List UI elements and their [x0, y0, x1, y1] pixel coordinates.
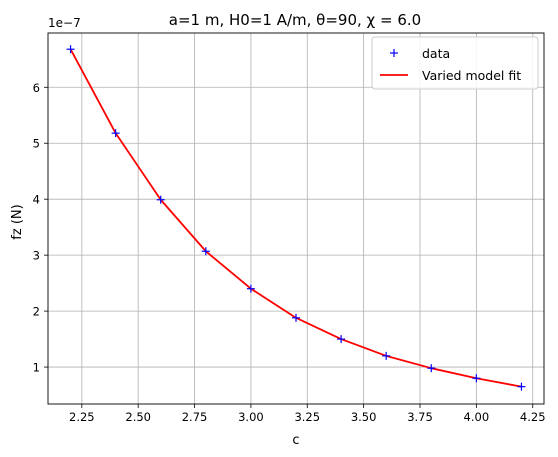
y-axis-offset-label: 1e−7: [48, 16, 81, 30]
axis-ticks: 2.25 2.50 2.75 3.00 3.25 3.50 3.75 4.00 4.25 1 2 3 4…: [33, 81, 546, 424]
y-tick-label: 5: [33, 137, 40, 151]
data-point: [111, 129, 120, 138]
data-point: [246, 284, 255, 293]
legend: data Varied model fit: [371, 36, 539, 90]
data-point: [517, 382, 526, 391]
y-tick-label: 4: [33, 193, 40, 207]
y-tick-label: 2: [33, 305, 40, 319]
y-tick-label: 6: [33, 81, 40, 95]
x-tick-label: 3.50: [351, 410, 377, 424]
x-tick-label: 2.50: [125, 410, 151, 424]
series-layer: [66, 45, 526, 391]
data-point: [201, 247, 210, 256]
x-axis-label: c: [292, 433, 299, 448]
data-point: [66, 45, 75, 54]
x-tick-label: 2.75: [182, 410, 208, 424]
data-point: [292, 313, 300, 322]
x-tick-label: 3.00: [238, 410, 264, 424]
x-tick-label: 3.25: [294, 410, 320, 424]
data-point: [382, 351, 391, 360]
y-tick-label: 1: [33, 361, 40, 375]
legend-label-fit: Varied model fit: [422, 68, 521, 83]
grid: [48, 33, 544, 404]
legend-marker-data: [390, 49, 398, 57]
legend-frame: [371, 36, 539, 90]
x-tick-label: 4.00: [464, 410, 490, 424]
chart-title: a=1 m, H0=1 A/m, θ=90, χ = 6.0: [169, 11, 421, 29]
plot-frame: [47, 32, 545, 405]
x-tick-label: 3.75: [407, 410, 433, 424]
data-point: [156, 195, 165, 204]
x-tick-label: 4.25: [520, 410, 546, 424]
data-point: [427, 364, 436, 373]
y-tick-label: 3: [33, 249, 40, 263]
data-point: [337, 335, 346, 344]
data-point: [472, 374, 481, 383]
y-axis-label: fz (N): [10, 204, 25, 239]
legend-label-data: data: [422, 46, 450, 61]
x-tick-label: 2.25: [69, 410, 95, 424]
